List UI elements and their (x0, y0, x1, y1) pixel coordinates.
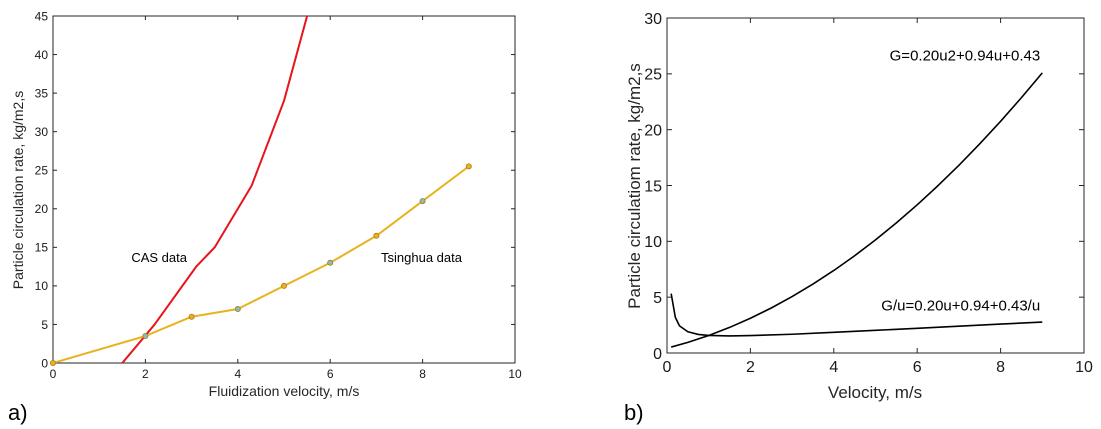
y-axis-label: Particle circulatiom rate, kg/m2,s (625, 63, 644, 309)
data-point (50, 359, 57, 366)
data-point (188, 313, 195, 320)
x-tick-label: 2 (142, 367, 149, 381)
data-point (327, 259, 334, 266)
x-tick-label: 10 (508, 367, 522, 381)
y-tick-label: 15 (35, 241, 49, 255)
y-tick-label: 30 (35, 125, 49, 139)
data-point (142, 333, 149, 340)
x-tick-label: 0 (50, 367, 57, 381)
y-tick-label: 5 (653, 290, 662, 307)
series-line-b-1 (670, 293, 1043, 337)
series-annotation: CAS data (131, 250, 187, 265)
x-tick-label: 6 (327, 367, 334, 381)
panel-label: b) (624, 400, 644, 425)
series-line-a-0 (121, 16, 309, 363)
y-tick-label: 35 (35, 86, 49, 100)
y-tick-label: 0 (41, 356, 48, 370)
y-tick-label: 10 (35, 279, 49, 293)
y-tick-label: 25 (35, 164, 49, 178)
x-tick-label: 10 (1075, 359, 1093, 376)
y-tick-label: 5 (41, 318, 48, 332)
x-tick-label: 4 (829, 359, 838, 376)
series-annotation: G/u=0.20u+0.94+0.43/u (881, 298, 1040, 315)
y-tick-label: 45 (35, 9, 49, 23)
series-line-b-0 (670, 72, 1043, 348)
y-tick-label: 40 (35, 48, 49, 62)
x-tick-label: 2 (746, 359, 755, 376)
chart-panel-b: 0 2 4 6 8 10 0 5 10 15 20 25 30 G=0.20u2+0.94u+0.43 G/… (624, 11, 1093, 425)
y-tick-label: 15 (644, 178, 662, 195)
x-axis-label: Velocity, m/s (828, 383, 922, 402)
y-axis-label: Particle circulation rate, kg/m2,s (10, 91, 26, 289)
data-point (373, 232, 380, 239)
y-tick-label: 0 (653, 346, 662, 363)
y-tick-label: 10 (644, 234, 662, 251)
x-tick-label: 6 (913, 359, 922, 376)
y-tick-label: 20 (35, 202, 49, 216)
data-point (465, 163, 472, 170)
series-annotation: Tsinghua data (381, 250, 463, 265)
y-tick-label: 25 (644, 67, 662, 84)
chart-panel-a: 0 2 4 6 8 10 0 5 10 15 20 25 30 35 40 45 CAS data Tsinghu… (8, 9, 522, 425)
y-tick-label: 20 (644, 122, 662, 139)
x-tick-label: 8 (419, 367, 426, 381)
data-point (280, 282, 287, 289)
plot-area-frame (52, 15, 516, 364)
data-point (234, 306, 241, 313)
x-tick-label: 4 (234, 367, 241, 381)
y-tick-label: 30 (644, 11, 662, 28)
panel-label: a) (8, 400, 28, 425)
series-annotation: G=0.20u2+0.94u+0.43 (890, 47, 1041, 64)
x-tick-label: 0 (663, 359, 672, 376)
x-axis-label: Fluidization velocity, m/s (209, 383, 360, 399)
data-point (419, 198, 426, 205)
x-tick-label: 8 (996, 359, 1005, 376)
